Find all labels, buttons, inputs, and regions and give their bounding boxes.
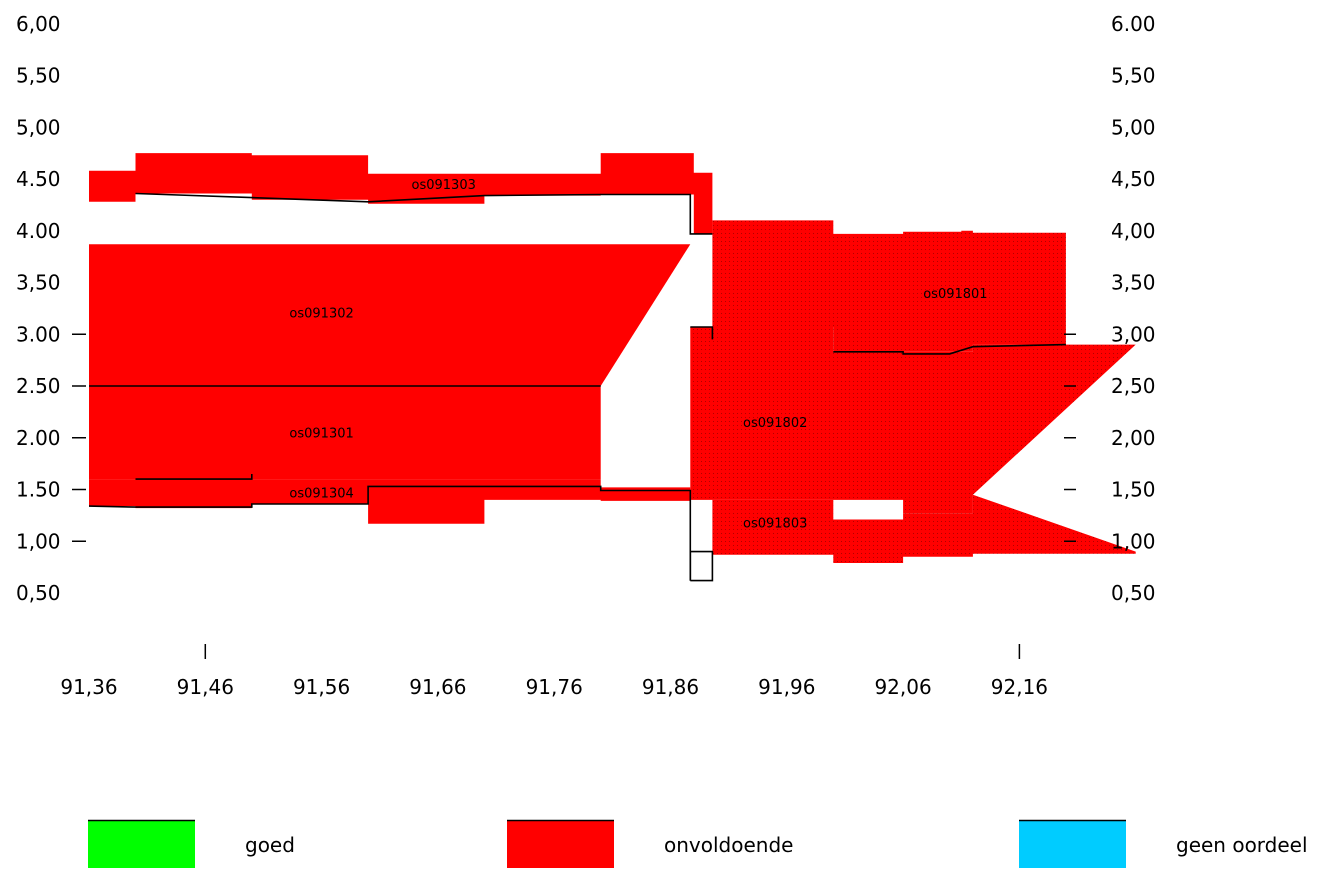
x-tick-label: 91,36 xyxy=(60,675,117,699)
y-axis-left: 0,50 1,00 1.50 2.00 2.50 3.00 3,50 4.00 4.50 5,00… xyxy=(16,12,86,605)
legend: goed onvoldoende geen oordeel xyxy=(88,819,1308,868)
band-label-os091303: os091303 xyxy=(412,178,476,193)
y-axis-right: 0,50 1,00 1,50 2,00 2,50 3,00 3,50 4,00 4,50 5,00… xyxy=(1064,12,1156,605)
legend-swatch-goed xyxy=(88,820,195,868)
y-left-tick-label: 4.50 xyxy=(16,167,61,191)
band-os091803 xyxy=(712,494,1136,563)
band-os091303 xyxy=(89,153,713,234)
boundary-os091803 xyxy=(689,550,714,582)
y-left-tick-label: 3.00 xyxy=(16,322,61,346)
y-left-tick-label: 5,50 xyxy=(16,64,61,88)
y-left-tick-label: 4.00 xyxy=(16,219,61,243)
band-os091301 xyxy=(89,386,601,480)
y-right-tick-label: 4,50 xyxy=(1111,167,1156,191)
band-os091304 xyxy=(89,479,691,524)
y-right-tick-label: 5,50 xyxy=(1111,64,1156,88)
band-label-os091802: os091802 xyxy=(743,416,807,431)
x-tick-label: 91,66 xyxy=(409,675,466,699)
band-os091302 xyxy=(89,244,691,386)
y-right-tick-label: 1,50 xyxy=(1111,478,1156,502)
band-labels: os091303 os091302 os091301 os091304 os091802… xyxy=(289,178,987,531)
y-left-tick-label: 6,00 xyxy=(16,12,61,36)
x-axis: 91,36 91,46 91,56 91,66 91,76 91,86 91,96 92,06… xyxy=(60,644,1048,699)
boundary-os091802 xyxy=(690,326,714,340)
boundary-lines xyxy=(88,192,1066,582)
x-tick-label: 92,16 xyxy=(991,675,1048,699)
x-tick-label: 92,06 xyxy=(874,675,931,699)
y-right-tick-label: 1,00 xyxy=(1111,529,1156,553)
x-tick-label: 91,96 xyxy=(758,675,815,699)
y-left-tick-label: 1.50 xyxy=(16,478,61,502)
band-label-os091302: os091302 xyxy=(289,307,353,322)
y-left-tick-label: 2.00 xyxy=(16,426,61,450)
boundary-os091801 xyxy=(833,343,1066,355)
y-right-tick-label: 2,50 xyxy=(1111,374,1156,398)
boundary-os091301 xyxy=(135,474,253,480)
y-left-tick-label: 3,50 xyxy=(16,271,61,295)
legend-label: goed xyxy=(245,833,295,857)
band-os091801 xyxy=(712,218,1066,352)
legend-label: onvoldoende xyxy=(664,833,793,857)
legend-label: geen oordeel xyxy=(1176,833,1308,857)
x-tick-label: 91,46 xyxy=(177,675,234,699)
y-right-tick-label: 0,50 xyxy=(1111,581,1156,605)
y-right-tick-label: 2,00 xyxy=(1111,426,1156,450)
band-label-os091801: os091801 xyxy=(923,287,987,302)
y-right-tick-label: 6.00 xyxy=(1111,12,1156,36)
y-right-tick-label: 3,00 xyxy=(1111,322,1156,346)
plot-area xyxy=(89,153,1136,563)
legend-swatch-geen-oordeel xyxy=(1019,820,1126,868)
band-os091802 xyxy=(690,327,1136,514)
x-tick-label: 91,86 xyxy=(642,675,699,699)
boundary-os091303 xyxy=(135,192,713,235)
y-right-tick-label: 5,00 xyxy=(1111,115,1156,139)
band-label-os091304: os091304 xyxy=(289,487,353,502)
x-tick-label: 91,56 xyxy=(293,675,350,699)
y-right-tick-label: 3,50 xyxy=(1111,271,1156,295)
y-left-tick-label: 2.50 xyxy=(16,374,61,398)
band-label-os091803: os091803 xyxy=(743,517,807,532)
band-label-os091301: os091301 xyxy=(289,427,353,442)
y-left-tick-label: 1,00 xyxy=(16,529,61,553)
y-right-tick-label: 4,00 xyxy=(1111,219,1156,243)
x-tick-label: 91,76 xyxy=(526,675,583,699)
legend-swatch-onvoldoende xyxy=(507,820,614,868)
boundary-os091304 xyxy=(88,485,692,581)
y-left-tick-label: 5,00 xyxy=(16,115,61,139)
y-left-tick-label: 0,50 xyxy=(16,581,61,605)
